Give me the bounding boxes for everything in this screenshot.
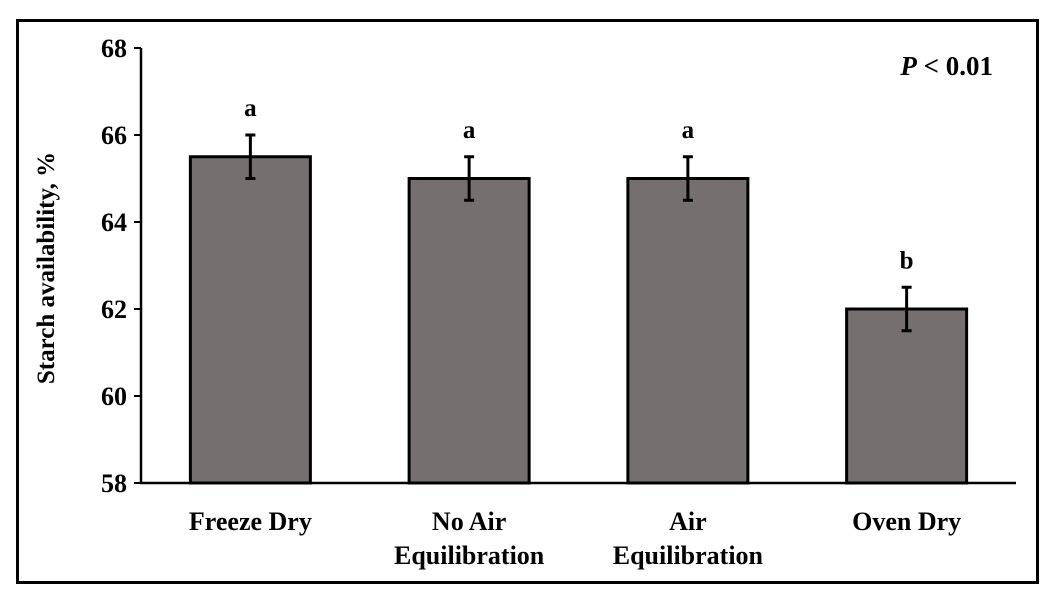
p-value-symbol: P bbox=[899, 51, 917, 81]
bar bbox=[845, 307, 969, 485]
bars bbox=[188, 155, 969, 485]
x-tick-label: No Air bbox=[432, 507, 506, 536]
y-axis: 58 60 62 64 66 68 bbox=[101, 34, 143, 498]
x-tick-label: Equilibration bbox=[613, 541, 764, 570]
x-tick-label: Air bbox=[669, 507, 707, 536]
significance-letters: a a a b bbox=[244, 95, 913, 274]
x-tick-label: Freeze Dry bbox=[189, 507, 312, 536]
bar bbox=[407, 177, 531, 485]
error-bars bbox=[245, 133, 912, 333]
significance-letter: a bbox=[244, 95, 257, 122]
p-value-text: < 0.01 bbox=[917, 51, 993, 81]
bar bbox=[626, 177, 750, 485]
x-tick-label: Equilibration bbox=[394, 541, 545, 570]
x-tick-label: Oven Dry bbox=[852, 507, 961, 536]
y-tick-label: 66 bbox=[101, 121, 127, 150]
bar bbox=[188, 155, 312, 485]
y-tick-label: 68 bbox=[101, 34, 127, 63]
significance-letter: a bbox=[682, 117, 695, 144]
y-tick-label: 58 bbox=[101, 469, 127, 498]
y-tick-label: 64 bbox=[101, 208, 127, 237]
p-value-annotation: P < 0.01 bbox=[899, 51, 993, 81]
category-labels: Freeze Dry No Air Equilibration Air Equilibr… bbox=[189, 507, 961, 570]
y-axis-title: Starch availability, % bbox=[33, 152, 60, 384]
y-tick-label: 60 bbox=[101, 382, 127, 411]
significance-letter: b bbox=[900, 247, 914, 274]
y-tick-label: 62 bbox=[101, 295, 127, 324]
significance-letter: a bbox=[463, 117, 476, 144]
